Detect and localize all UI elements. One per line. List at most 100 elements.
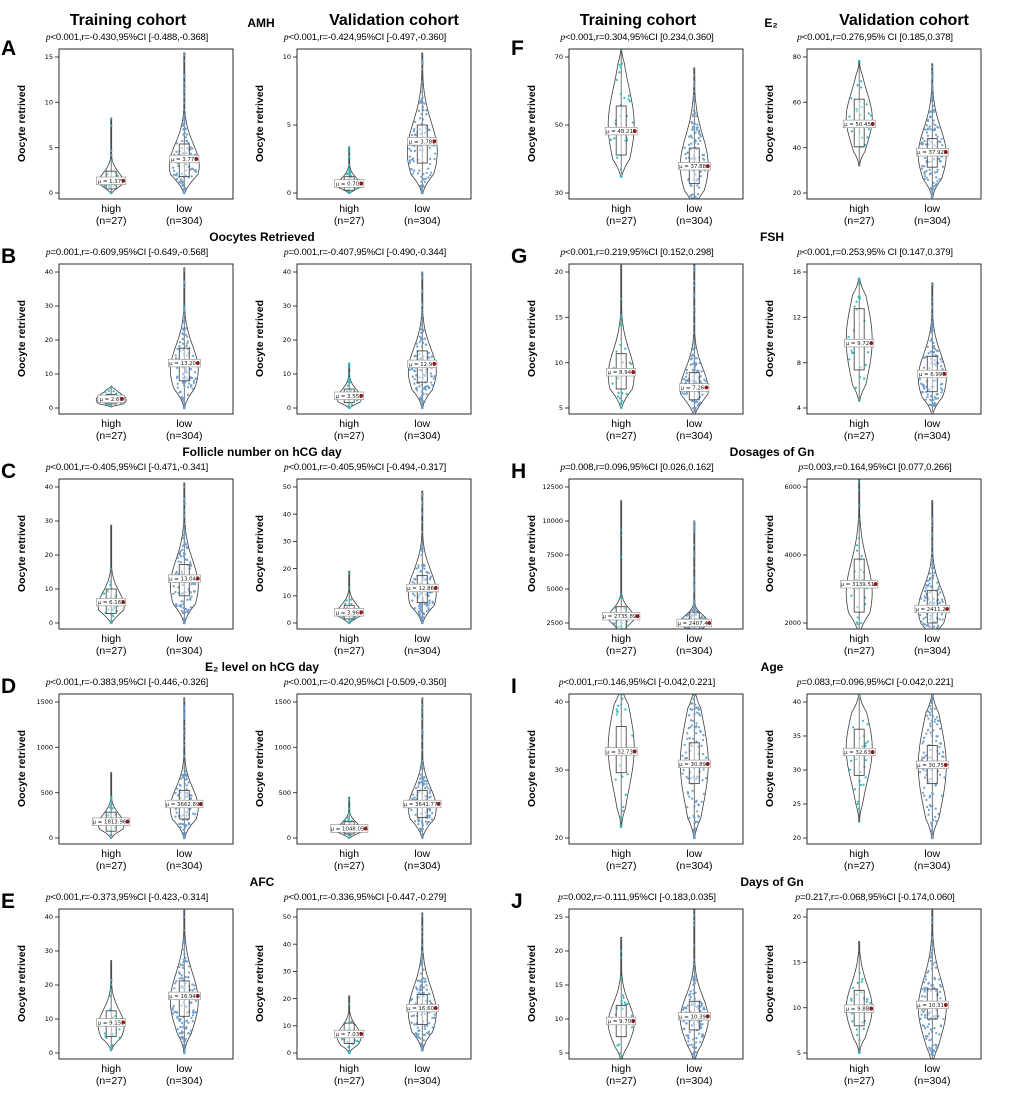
data-point <box>189 152 193 155</box>
data-point <box>932 346 935 349</box>
data-point <box>693 923 696 926</box>
data-point <box>421 1049 424 1052</box>
group-label-low: low (n=304) <box>404 1063 440 1087</box>
data-point <box>183 269 186 272</box>
data-point <box>860 980 863 983</box>
group-label-low: low (n=304) <box>166 1063 202 1087</box>
data-point <box>347 167 351 170</box>
y-axis-label: Oocyte retrived <box>253 515 266 593</box>
data-point <box>693 969 696 972</box>
data-point <box>176 1027 180 1031</box>
data-point <box>930 768 933 771</box>
data-point <box>344 602 347 605</box>
data-point <box>941 143 944 147</box>
group-name: low <box>414 1063 431 1075</box>
data-point <box>190 1016 193 1020</box>
data-point <box>423 787 427 790</box>
data-point <box>349 389 352 392</box>
y-tick-label: 0 <box>287 404 291 412</box>
data-point <box>922 736 926 739</box>
data-point <box>693 354 696 358</box>
data-point <box>929 777 933 781</box>
data-point <box>622 805 625 809</box>
data-point <box>348 572 351 575</box>
data-point <box>110 979 113 982</box>
mean-label-box <box>168 991 201 1000</box>
data-point <box>698 729 702 732</box>
y-tick-label: 15 <box>555 981 563 989</box>
data-point <box>694 800 698 804</box>
data-point <box>927 1022 931 1026</box>
data-point <box>920 620 923 623</box>
data-point <box>697 1032 701 1035</box>
group-n: (n=27) <box>95 860 127 873</box>
data-point <box>699 1026 702 1030</box>
data-point <box>350 403 353 406</box>
mean-dot <box>359 181 364 186</box>
data-point <box>420 1046 424 1050</box>
data-point <box>189 564 193 567</box>
data-point <box>183 794 186 797</box>
data-point <box>182 725 186 728</box>
data-point <box>417 564 420 567</box>
y-tick-label: 15 <box>793 959 801 967</box>
data-point <box>855 549 859 552</box>
data-point <box>189 146 192 149</box>
data-point <box>181 342 185 345</box>
data-point <box>930 967 934 970</box>
data-point <box>619 175 623 178</box>
data-point <box>689 707 692 711</box>
mean-label-box <box>407 137 438 146</box>
data-point <box>184 128 187 131</box>
data-point <box>182 90 186 94</box>
stats-text: p<0.001,r=-0.405,95%CI [-0.471,-0.341] <box>45 462 209 473</box>
data-point <box>931 195 934 199</box>
mean-label-box <box>406 583 439 593</box>
data-point <box>182 600 185 603</box>
data-point <box>930 699 934 702</box>
data-point <box>428 599 431 602</box>
data-point <box>692 154 696 157</box>
mean-label-box <box>678 759 711 768</box>
mean-label: μ = 3.556 <box>336 394 363 400</box>
data-point <box>186 598 189 601</box>
data-point <box>702 158 706 161</box>
group-label-high: high (n=27) <box>844 1063 875 1087</box>
y-tick-label: 40 <box>283 268 291 276</box>
group-n: (n=27) <box>605 1075 637 1088</box>
y-tick-label: 4000 <box>784 551 801 559</box>
data-point <box>182 75 186 78</box>
data-point <box>938 178 941 181</box>
data-point <box>703 617 706 620</box>
y-tick-label: 50 <box>283 483 291 491</box>
y-tick-label: 30 <box>555 766 563 774</box>
data-point <box>693 530 696 533</box>
data-point <box>855 108 859 111</box>
data-point <box>931 695 934 699</box>
data-point <box>692 295 696 299</box>
x-axis-labels: high (n=27) low (n=304) <box>29 418 239 444</box>
data-point <box>182 128 185 131</box>
data-point <box>929 959 932 963</box>
data-point <box>183 95 186 98</box>
mean-label: μ = 30.895 <box>679 762 709 768</box>
data-point <box>692 196 695 199</box>
data-point <box>690 142 693 145</box>
data-point <box>189 1029 192 1032</box>
group-name: high <box>339 848 360 860</box>
data-point <box>689 363 693 366</box>
data-point <box>176 382 179 385</box>
data-point <box>183 782 186 785</box>
data-point <box>931 324 934 328</box>
data-point <box>923 599 926 602</box>
data-point <box>187 781 190 784</box>
data-point <box>932 158 936 161</box>
data-point <box>180 609 183 613</box>
data-point <box>182 406 186 410</box>
mean-label: μ = 8.946 <box>608 370 635 376</box>
data-point <box>429 575 433 578</box>
data-point <box>934 1014 937 1018</box>
data-point <box>685 1022 688 1025</box>
